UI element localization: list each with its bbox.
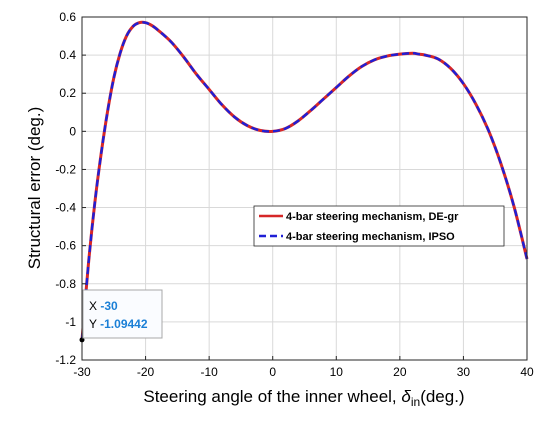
legend-label-de-gr: 4-bar steering mechanism, DE-gr	[286, 211, 459, 223]
x-axis-label-unit: (deg.)	[420, 387, 464, 406]
x-tick-label: 10	[330, 365, 344, 379]
series-group	[80, 20, 529, 341]
series-line-ipso	[80, 21, 529, 340]
x-tick-label: -10	[200, 365, 218, 379]
plot-frame	[81, 16, 528, 361]
x-tick-label: -20	[137, 365, 155, 379]
legend[interactable]: 4-bar steering mechanism, DE-gr 4-bar st…	[253, 205, 505, 247]
y-tick-label: 0.2	[59, 86, 76, 100]
ticks: -30 -20 -10 0 10 20 30 40 -1.2 -1 -0.8 -0.6 -0.4 -0.2…	[55, 10, 534, 379]
x-axis-label: Steering angle of the inner wheel, δin(d…	[143, 387, 464, 409]
x-tick-label: 40	[520, 365, 534, 379]
datatip-x-row: X -30	[89, 299, 118, 313]
datatip-x-value: -30	[100, 299, 118, 313]
datatip-y-label: Y	[89, 317, 97, 331]
x-tick-label: 20	[393, 365, 407, 379]
y-tick-label: -0.6	[55, 239, 76, 253]
datatip-y-row: Y -1.09442	[89, 317, 148, 331]
x-axis-label-subscript: in	[411, 395, 420, 409]
y-tick-label: -0.2	[55, 162, 76, 176]
x-axis-label-text: Steering angle of the inner wheel,	[143, 387, 401, 406]
datatip-y-value: -1.09442	[100, 317, 148, 331]
x-tick-label: -30	[73, 365, 91, 379]
y-tick-label: -0.8	[55, 277, 76, 291]
legend-label-ipso: 4-bar steering mechanism, IPSO	[286, 231, 455, 243]
y-tick-label: -0.4	[55, 201, 76, 215]
datatip[interactable]: X -30 Y -1.09442	[79, 289, 163, 343]
legend-box	[253, 205, 505, 247]
datatip-box	[82, 289, 163, 339]
datatip-marker	[79, 337, 85, 343]
y-tick-label: -1	[65, 315, 76, 329]
y-tick-label: 0.6	[59, 10, 76, 24]
datatip-x-label: X	[89, 299, 97, 313]
y-tick-label: -1.2	[55, 353, 76, 367]
y-axis-label: Structural error (deg.)	[25, 107, 44, 270]
x-tick-label: 30	[457, 365, 471, 379]
x-tick-label: 0	[269, 365, 276, 379]
y-tick-label: 0	[69, 124, 76, 138]
x-axis-label-symbol: δ	[401, 387, 411, 406]
y-tick-label: 0.4	[59, 48, 76, 62]
